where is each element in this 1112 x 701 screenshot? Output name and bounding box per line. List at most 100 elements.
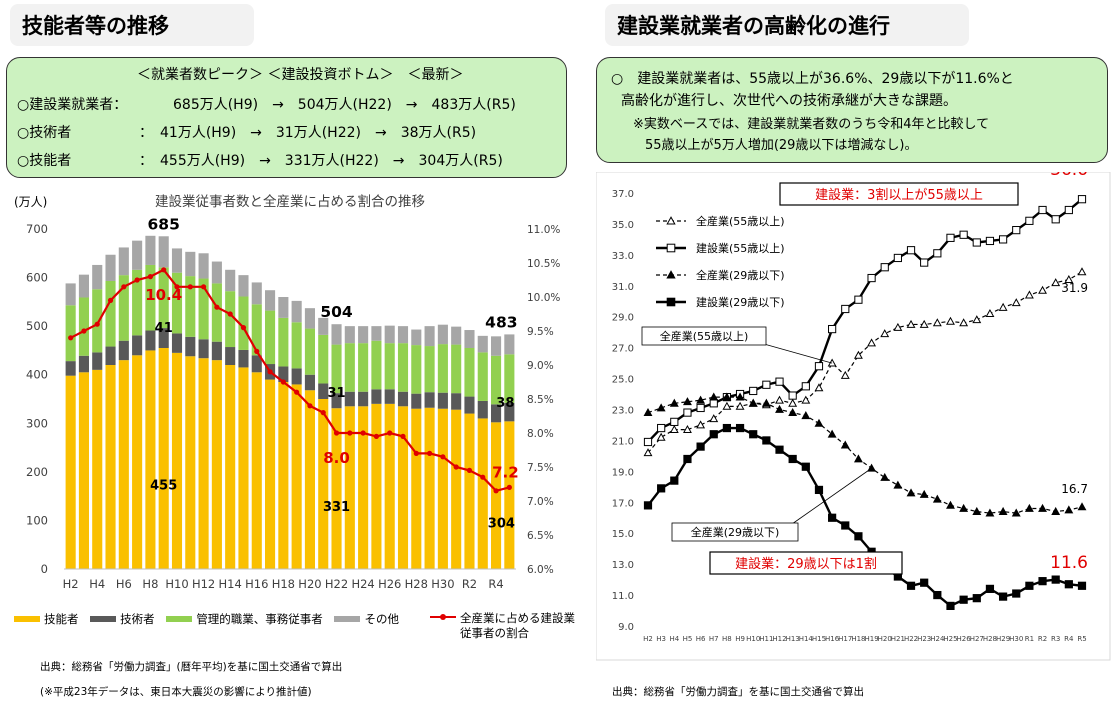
annotation-tech-H22: 31 bbox=[327, 386, 345, 401]
series-1-point-H14 bbox=[801, 382, 810, 391]
left-x-tick-label: H22 bbox=[325, 577, 348, 591]
left-x-tick-label: R2 bbox=[462, 577, 477, 591]
series-3-point-R1 bbox=[1025, 581, 1034, 590]
bar-other-H24 bbox=[358, 326, 369, 344]
right-section-title: 建設業就業者の高齢化の進行 bbox=[605, 4, 969, 46]
left-x-tick-label: H16 bbox=[245, 577, 268, 591]
bar-other-R4 bbox=[491, 336, 502, 356]
series-2-point-H21 bbox=[893, 480, 903, 489]
ratio-point-H3 bbox=[81, 328, 87, 334]
series-3-point-H7 bbox=[709, 430, 718, 439]
pointer-line-55 bbox=[763, 343, 833, 364]
right-x-tick-label: H26 bbox=[957, 635, 972, 643]
pointer-box-29 bbox=[671, 522, 799, 542]
annotation-ratio-H9: 10.4 bbox=[145, 286, 182, 304]
right-x-tick-label: R5 bbox=[1077, 635, 1086, 643]
left-x-tick-label: H4 bbox=[89, 577, 105, 591]
bar-tech-H16 bbox=[251, 355, 262, 373]
callout-55: 建設業：3割以上が55歳以上 bbox=[815, 187, 983, 203]
left-x-tick-label: H8 bbox=[142, 577, 158, 591]
series-2-point-H4 bbox=[669, 398, 679, 407]
bar-admin-H23 bbox=[344, 343, 355, 392]
bar-admin-H2 bbox=[65, 305, 76, 362]
ratio-point-H12 bbox=[200, 284, 207, 290]
left-y-tick-label: 400 bbox=[26, 368, 48, 382]
left-x-tick-label: H26 bbox=[378, 577, 401, 591]
bar-other-H25 bbox=[371, 326, 382, 341]
right-legend-marker-1 bbox=[666, 243, 676, 253]
bar-skilled-R5 bbox=[504, 421, 515, 569]
series-1-point-H22 bbox=[906, 246, 916, 255]
series-0-point-H19 bbox=[867, 338, 877, 347]
legend-skilled-swatch bbox=[14, 616, 40, 622]
ratio-point-H30 bbox=[440, 454, 446, 460]
series-3-point-H18 bbox=[854, 532, 863, 541]
ratio-point-R1 bbox=[453, 464, 459, 470]
annotation-ratio-R5: 7.2 bbox=[492, 463, 519, 481]
left-y-tick-label: 500 bbox=[26, 319, 48, 333]
bar-other-H12 bbox=[198, 253, 209, 279]
bar-admin-H9 bbox=[158, 267, 169, 329]
left-y2-tick-label: 9.5% bbox=[527, 326, 554, 338]
bar-tech-H21 bbox=[318, 383, 329, 399]
right-summary-line-2: 高齢化が進行し、次世代への技術承継が大きな課題。 bbox=[621, 93, 957, 109]
bar-admin-R5 bbox=[504, 354, 515, 403]
right-y-tick-label: 19.0 bbox=[612, 467, 634, 478]
series-2-point-R3 bbox=[1051, 506, 1061, 515]
bar-tech-R5 bbox=[504, 402, 515, 422]
right-y-tick-label: 33.0 bbox=[612, 251, 634, 262]
summary-row-workers-label: ○建設業就業者： bbox=[17, 97, 128, 113]
bar-admin-H12 bbox=[198, 278, 209, 340]
right-x-tick-label: H25 bbox=[943, 635, 957, 643]
right-x-tick-label: H19 bbox=[864, 635, 878, 643]
right-x-tick-label: H16 bbox=[825, 635, 840, 643]
series-3-point-H10 bbox=[749, 430, 758, 439]
series-1-point-H20 bbox=[880, 263, 889, 272]
pointer-label-29: 全産業(29歳以下) bbox=[691, 525, 780, 539]
bar-admin-H11 bbox=[185, 276, 196, 337]
series-0-point-H21 bbox=[893, 322, 903, 331]
left-x-tick-label: H18 bbox=[272, 577, 295, 591]
series-2-point-H27 bbox=[972, 506, 982, 515]
series-3-point-R3 bbox=[1051, 575, 1060, 584]
series-2-point-H24 bbox=[932, 494, 942, 503]
bar-skilled-H5 bbox=[105, 365, 116, 569]
left-y-tick-label: 100 bbox=[26, 513, 48, 527]
right-x-tick-label: H27 bbox=[970, 635, 984, 643]
summary-row-workers-text: 685万人(H9) → 504万人(H22) → 483万人(R5) bbox=[173, 97, 516, 113]
ratio-point-H15 bbox=[240, 325, 247, 331]
series-1-point-R4 bbox=[1064, 205, 1073, 215]
series-2-point-H2 bbox=[643, 407, 653, 416]
series-0-point-H12 bbox=[775, 395, 784, 404]
right-chart: 37.0 35.0 33.0 31.0 29.0 27.0 25.0 23.0 21.0 19.0… bbox=[596, 172, 1111, 661]
bar-admin-H21 bbox=[318, 334, 329, 384]
series-2-point-H7 bbox=[709, 392, 719, 401]
series-0-point-H20 bbox=[880, 329, 890, 338]
annotation-skilled-H9: 455 bbox=[150, 478, 177, 493]
bar-admin-H28 bbox=[411, 345, 422, 394]
bar-other-R5 bbox=[504, 334, 515, 355]
left-x-tick-label: H2 bbox=[63, 577, 79, 591]
series-2-point-H8 bbox=[722, 392, 732, 401]
ratio-point-H28 bbox=[413, 450, 419, 456]
end-label-2: 16.7 bbox=[1061, 482, 1088, 496]
bar-other-H21 bbox=[318, 317, 329, 335]
bar-tech-H6 bbox=[118, 340, 129, 361]
bar-tech-H22 bbox=[331, 393, 342, 409]
series-1-point-R2 bbox=[1038, 205, 1047, 215]
left-x-tick-label: H6 bbox=[116, 577, 132, 591]
ratio-point-H27 bbox=[400, 433, 406, 439]
series-1-point-R3 bbox=[1051, 215, 1060, 224]
series-2-point-H23 bbox=[919, 489, 929, 498]
series-2-point-H13 bbox=[788, 407, 798, 416]
callout-29: 建設業：29歳以下は1割 bbox=[735, 556, 877, 572]
right-section-title-text: 建設業就業者の高齢化の進行 bbox=[617, 14, 890, 38]
legend-ratio-label: 全産業に占める建設業従事者の割合 bbox=[460, 611, 575, 640]
right-x-tick-label: H7 bbox=[709, 635, 719, 643]
right-y-tick-label: 35.0 bbox=[612, 220, 634, 231]
bar-tech-H24 bbox=[358, 391, 369, 407]
right-x-tick-label: H20 bbox=[878, 635, 892, 643]
bar-tech-H14 bbox=[225, 347, 236, 365]
bar-tech-R4 bbox=[491, 404, 502, 423]
bar-admin-H27 bbox=[397, 343, 409, 392]
